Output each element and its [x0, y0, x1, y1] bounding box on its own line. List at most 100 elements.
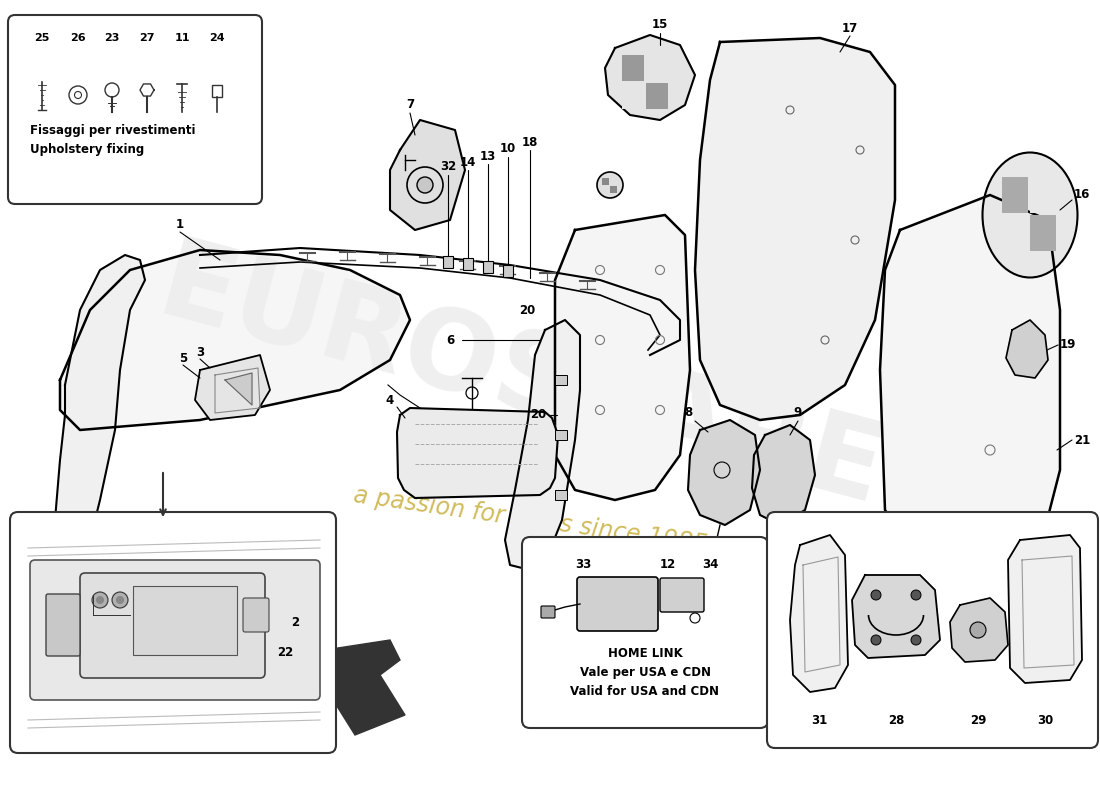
- Bar: [1002, 215, 1028, 251]
- Text: a passion for parts since 1985: a passion for parts since 1985: [352, 483, 708, 557]
- Bar: [443, 256, 453, 268]
- FancyBboxPatch shape: [578, 577, 658, 631]
- FancyBboxPatch shape: [80, 573, 265, 678]
- Polygon shape: [226, 373, 252, 405]
- Text: 32: 32: [440, 161, 456, 174]
- Text: 9: 9: [794, 406, 802, 419]
- Text: 27: 27: [140, 33, 155, 43]
- Text: 28: 28: [888, 714, 904, 726]
- Text: 25: 25: [34, 33, 50, 43]
- Circle shape: [970, 622, 986, 638]
- Polygon shape: [390, 120, 465, 230]
- FancyBboxPatch shape: [10, 512, 335, 753]
- Circle shape: [871, 590, 881, 600]
- Text: 18: 18: [521, 135, 538, 149]
- Polygon shape: [880, 195, 1060, 570]
- FancyBboxPatch shape: [660, 578, 704, 612]
- Text: 34: 34: [702, 558, 718, 571]
- Polygon shape: [790, 535, 848, 692]
- Bar: [621, 55, 643, 81]
- Polygon shape: [397, 408, 558, 498]
- Bar: [1030, 177, 1056, 213]
- Text: Fissaggi per rivestimenti
Upholstery fixing: Fissaggi per rivestimenti Upholstery fix…: [30, 124, 196, 156]
- Text: 20: 20: [519, 303, 535, 317]
- Polygon shape: [505, 320, 580, 570]
- Text: 31: 31: [811, 714, 827, 726]
- Polygon shape: [605, 35, 695, 120]
- Text: 5: 5: [179, 351, 187, 365]
- Text: 33: 33: [575, 558, 591, 571]
- Polygon shape: [688, 420, 760, 525]
- Circle shape: [911, 590, 921, 600]
- FancyBboxPatch shape: [30, 560, 320, 700]
- FancyBboxPatch shape: [243, 598, 270, 632]
- Bar: [212, 85, 222, 97]
- Polygon shape: [1006, 320, 1048, 378]
- Bar: [602, 186, 609, 193]
- Polygon shape: [556, 215, 690, 500]
- Text: 16: 16: [1074, 189, 1090, 202]
- Polygon shape: [1008, 535, 1082, 683]
- FancyBboxPatch shape: [522, 537, 768, 728]
- Circle shape: [116, 596, 124, 604]
- Text: 26: 26: [70, 33, 86, 43]
- Circle shape: [417, 177, 433, 193]
- Text: 11: 11: [174, 33, 189, 43]
- Bar: [1030, 215, 1056, 251]
- Bar: [610, 178, 617, 185]
- Bar: [483, 261, 493, 273]
- Polygon shape: [195, 355, 270, 420]
- Bar: [646, 55, 668, 81]
- Text: 20: 20: [530, 409, 546, 422]
- Polygon shape: [55, 255, 145, 555]
- Circle shape: [911, 635, 921, 645]
- Text: 3: 3: [196, 346, 205, 358]
- FancyBboxPatch shape: [767, 512, 1098, 748]
- Circle shape: [112, 592, 128, 608]
- Bar: [463, 258, 473, 270]
- Text: 6: 6: [446, 334, 454, 346]
- Text: 24: 24: [209, 33, 224, 43]
- Text: 10: 10: [499, 142, 516, 155]
- Text: 17: 17: [842, 22, 858, 34]
- Text: 29: 29: [970, 714, 987, 726]
- Text: 30: 30: [1037, 714, 1053, 726]
- Circle shape: [871, 635, 881, 645]
- Circle shape: [96, 596, 104, 604]
- Text: 2: 2: [290, 615, 299, 629]
- Text: 7: 7: [406, 98, 414, 111]
- FancyBboxPatch shape: [133, 586, 236, 655]
- Bar: [646, 83, 668, 109]
- Text: 4: 4: [386, 394, 394, 406]
- Circle shape: [597, 172, 623, 198]
- Text: 13: 13: [480, 150, 496, 162]
- Text: EUROSPARES: EUROSPARES: [147, 231, 972, 549]
- Text: 19: 19: [1059, 338, 1076, 351]
- Text: 15: 15: [652, 18, 668, 31]
- FancyBboxPatch shape: [46, 594, 80, 656]
- Bar: [1002, 177, 1028, 213]
- Bar: [621, 83, 643, 109]
- Bar: [556, 375, 566, 385]
- Text: 12: 12: [660, 558, 676, 571]
- Polygon shape: [695, 38, 895, 420]
- Polygon shape: [752, 425, 815, 525]
- Polygon shape: [60, 250, 410, 430]
- Text: 14: 14: [460, 155, 476, 169]
- Ellipse shape: [982, 153, 1078, 278]
- Text: HOME LINK
Vale per USA e CDN
Valid for USA and CDN: HOME LINK Vale per USA e CDN Valid for U…: [571, 647, 719, 698]
- Polygon shape: [950, 598, 1008, 662]
- FancyBboxPatch shape: [8, 15, 262, 204]
- Bar: [556, 430, 566, 440]
- Bar: [556, 490, 566, 500]
- FancyBboxPatch shape: [541, 606, 556, 618]
- Bar: [602, 178, 609, 185]
- Polygon shape: [852, 575, 940, 658]
- Circle shape: [92, 592, 108, 608]
- Text: 8: 8: [684, 406, 692, 419]
- Bar: [610, 186, 617, 193]
- Text: 21: 21: [1074, 434, 1090, 446]
- Polygon shape: [295, 640, 405, 735]
- Text: 22: 22: [277, 646, 293, 659]
- Bar: [503, 265, 513, 277]
